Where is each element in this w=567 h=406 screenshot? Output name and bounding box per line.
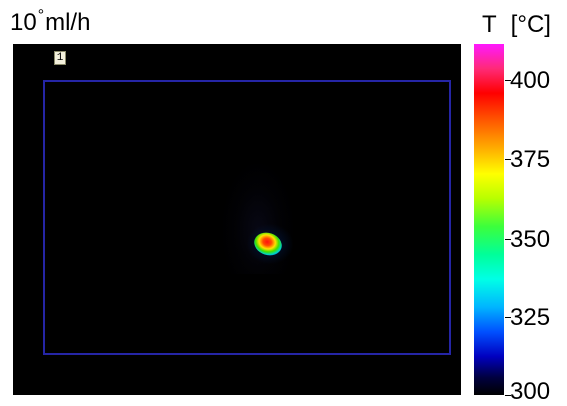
temperature-colorbar (474, 44, 504, 395)
flow-rate-title: 10°ml/h (10, 7, 91, 40)
colorbar-tick-mark (505, 239, 511, 240)
thermal-image: 1 (13, 44, 461, 395)
colorbar-tick-mark (505, 159, 511, 160)
colorbar-tick-325: 325 (510, 304, 551, 331)
colorbar-tick-mark (505, 80, 511, 81)
temperature-unit-label: T [°C] (482, 11, 551, 39)
roi-number-label: 1 (54, 51, 66, 65)
temperature-unit: [°C] (510, 11, 551, 38)
degree-mark: ° (37, 7, 45, 24)
colorbar-tick-mark (505, 317, 511, 318)
colorbar-tick-400: 400 (510, 67, 551, 94)
temperature-symbol: T (482, 11, 497, 38)
flow-rate-unit: ml/h (45, 9, 91, 36)
colorbar-tick-300: 300 (510, 378, 551, 405)
roi-rectangle (43, 80, 451, 355)
colorbar-tick-375: 375 (510, 146, 551, 173)
flow-rate-number: 10 (10, 9, 37, 36)
colorbar-tick-350: 350 (510, 226, 551, 253)
colorbar-tick-mark (505, 395, 511, 396)
